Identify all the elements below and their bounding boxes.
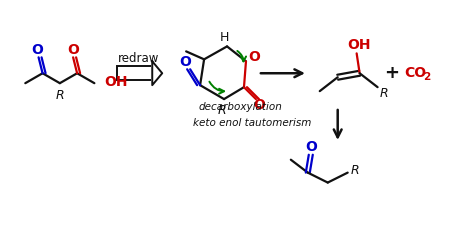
FancyArrowPatch shape [210,82,224,94]
Text: CO: CO [404,66,427,80]
FancyArrowPatch shape [237,51,246,61]
Text: +: + [384,64,399,82]
Text: O: O [179,55,191,69]
Text: redraw: redraw [118,52,159,65]
Text: O: O [67,43,79,57]
Text: R: R [55,89,64,102]
Text: H: H [219,31,229,44]
Text: keto enol tautomerism: keto enol tautomerism [193,118,311,128]
Text: 2: 2 [423,72,431,82]
Text: O: O [32,43,44,57]
Text: OH: OH [104,75,128,89]
Text: R: R [218,104,227,117]
Text: O: O [253,98,265,112]
Bar [118,66,152,80]
Text: decarboxylation: decarboxylation [198,102,282,112]
Text: O: O [305,140,317,154]
Text: O: O [248,50,260,64]
Text: R: R [350,164,359,177]
Polygon shape [152,61,162,85]
Text: R: R [379,87,388,100]
Text: OH: OH [347,38,370,52]
